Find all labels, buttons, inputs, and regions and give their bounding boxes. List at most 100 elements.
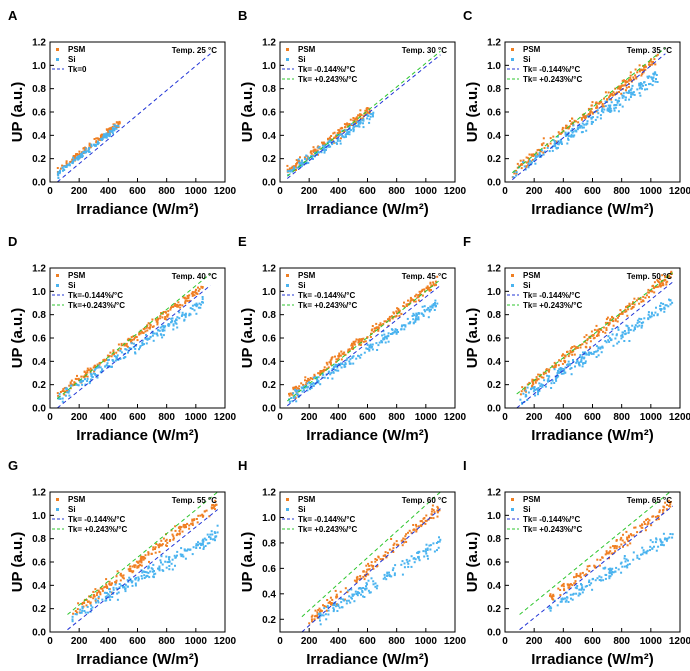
si-point [112,132,114,135]
psm-point [363,574,366,577]
psm-point [638,302,641,305]
si-point [193,303,196,306]
psm-point [368,564,371,567]
legend-psm-marker [511,48,514,51]
psm-point [142,328,145,330]
si-point [293,395,296,398]
si-point [107,365,110,367]
psm-point [421,294,424,297]
psm-point [573,345,576,348]
si-point [534,394,537,397]
psm-point [660,284,663,287]
si-point [162,334,165,337]
psm-point [208,515,211,518]
psm-point [612,545,614,548]
si-point [323,376,326,379]
psm-point [642,295,645,298]
psm-point [559,360,562,363]
si-point [433,309,436,311]
si-point [423,305,426,308]
psm-point [612,91,615,94]
si-point [300,165,303,168]
si-point [90,374,93,377]
si-point [181,311,184,314]
si-point [668,536,671,539]
si-point [664,537,667,540]
si-point [348,595,351,598]
temperature-label: Temp. 30 °C [402,46,448,55]
psm-point [112,349,115,352]
si-point [113,129,116,132]
si-point [195,544,198,547]
legend-label: Si [298,281,306,290]
si-point [538,151,541,154]
psm-point [80,375,83,378]
si-point [608,337,611,340]
psm-point [140,561,143,563]
si-point [395,332,398,334]
x-tick-label: 600 [359,636,376,647]
psm-point [355,116,358,119]
psm-point [604,321,607,324]
si-point [534,157,537,160]
psm-point [415,523,417,526]
temperature-label: Temp. 35 °C [627,46,673,55]
psm-point [585,346,588,349]
legend-label: PSM [523,495,541,504]
si-point [311,383,314,386]
psm-point [624,83,627,86]
si-point [543,150,546,153]
psm-point [615,545,618,548]
si-point [411,315,414,317]
psm-point [659,278,661,281]
psm-point [302,383,305,386]
psm-point [548,368,551,371]
si-point [428,310,431,313]
psm-point [640,74,643,77]
psm-point [368,109,371,112]
psm-point [545,368,548,371]
psm-point [137,561,140,564]
si-point [170,562,173,565]
psm-point [335,358,338,361]
si-point [295,390,298,393]
psm-point [398,314,401,317]
si-point [198,542,201,545]
si-point [525,395,528,397]
si-point [387,332,390,335]
si-point [308,381,310,384]
si-point [578,361,581,364]
psm-point [608,557,610,560]
si-point [625,96,627,99]
si-point [291,400,294,403]
psm-point [356,578,359,581]
si-point [625,91,628,94]
x-tick-label: 600 [129,636,146,647]
si-point [360,587,363,590]
si-point [180,315,183,317]
si-point [556,604,559,607]
psm-point [626,536,629,539]
si-point [78,157,81,160]
si-point [371,113,374,116]
si-point [334,363,337,366]
panel-letter: G [8,458,18,473]
x-tick-label: 0 [277,636,283,647]
si-point [57,174,60,177]
psm-point [367,562,370,565]
psm-point [521,386,524,389]
si-point [201,542,204,545]
si-point [425,543,428,546]
si-point [202,546,205,549]
si-point [195,547,198,549]
psm-point [560,584,563,587]
psm-point [596,102,599,105]
psm-point [407,299,409,302]
si-point [341,363,344,365]
fit-line-positive [67,492,219,615]
si-point [74,158,77,161]
si-point [309,384,312,387]
si-point [570,135,572,138]
si-point [362,126,365,129]
y-tick-label: 1.2 [487,264,501,275]
